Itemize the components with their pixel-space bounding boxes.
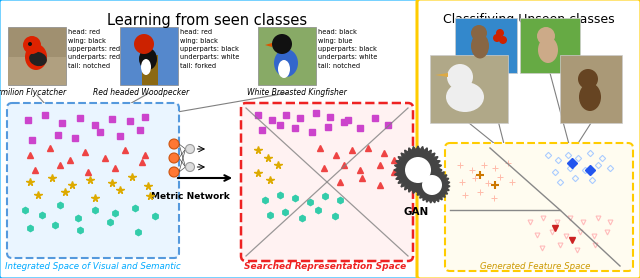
Text: Red headed Woodpecker: Red headed Woodpecker: [93, 88, 189, 97]
Ellipse shape: [139, 48, 157, 70]
Text: Classifiying Unseen classes: Classifiying Unseen classes: [443, 13, 615, 26]
Text: head: black
wing: blue
upperparts: black
underparts: white
tail: notched: head: black wing: blue upperparts: black…: [318, 29, 378, 69]
Circle shape: [272, 34, 292, 54]
Text: head: red
wing: black
upperparts: red
underparts: red
tail: notched: head: red wing: black upperparts: red un…: [68, 29, 120, 69]
Circle shape: [471, 25, 487, 41]
Polygon shape: [435, 73, 448, 77]
Text: head: red
wing: black
upperparts: black
underparts: white
tail: forked: head: red wing: black upperparts: black …: [180, 29, 239, 69]
Bar: [8, 57, 66, 85]
Ellipse shape: [579, 83, 601, 111]
Circle shape: [186, 145, 195, 153]
Circle shape: [405, 157, 431, 183]
Circle shape: [134, 34, 154, 54]
Ellipse shape: [25, 44, 47, 70]
Bar: [455, 18, 517, 73]
Ellipse shape: [538, 37, 558, 63]
Text: White Breasted Kingfisher: White Breasted Kingfisher: [247, 88, 347, 97]
Text: Integrated Space of Visual and Semantic: Integrated Space of Visual and Semantic: [5, 262, 181, 271]
Circle shape: [537, 27, 555, 45]
Circle shape: [186, 163, 195, 172]
Polygon shape: [265, 43, 272, 47]
Circle shape: [493, 34, 501, 42]
FancyBboxPatch shape: [7, 103, 179, 258]
Circle shape: [169, 153, 179, 163]
Text: Vermilion Flycatcher: Vermilion Flycatcher: [0, 88, 66, 97]
Bar: [8, 27, 66, 85]
Bar: [430, 55, 508, 123]
Bar: [258, 27, 316, 85]
Text: Metric Network: Metric Network: [150, 192, 229, 201]
Polygon shape: [414, 167, 450, 203]
Text: Generated Feature Space: Generated Feature Space: [480, 262, 590, 271]
Text: Searched Representation Space: Searched Representation Space: [244, 262, 406, 271]
Text: Learning from seen classes: Learning from seen classes: [107, 13, 307, 28]
Ellipse shape: [471, 34, 489, 58]
Bar: [520, 18, 580, 73]
FancyBboxPatch shape: [0, 0, 420, 278]
Circle shape: [578, 69, 598, 89]
Polygon shape: [394, 146, 442, 194]
Circle shape: [422, 175, 442, 195]
FancyBboxPatch shape: [417, 0, 640, 278]
Circle shape: [23, 36, 41, 54]
Circle shape: [499, 36, 507, 44]
Circle shape: [28, 42, 32, 46]
Ellipse shape: [29, 52, 47, 66]
FancyBboxPatch shape: [445, 143, 633, 271]
Bar: [120, 27, 178, 85]
Ellipse shape: [141, 59, 151, 75]
Circle shape: [496, 29, 504, 37]
Bar: [560, 55, 622, 123]
Text: GAN: GAN: [403, 207, 429, 217]
Ellipse shape: [446, 82, 484, 112]
Ellipse shape: [274, 49, 298, 77]
Circle shape: [169, 167, 179, 177]
Circle shape: [169, 139, 179, 149]
Bar: [142, 55, 158, 85]
Circle shape: [447, 64, 473, 90]
Ellipse shape: [278, 60, 290, 78]
FancyBboxPatch shape: [241, 103, 413, 261]
